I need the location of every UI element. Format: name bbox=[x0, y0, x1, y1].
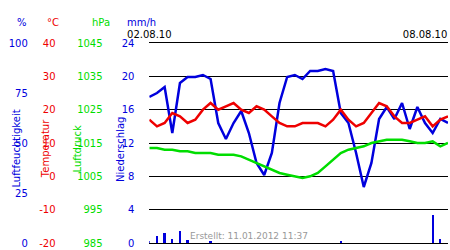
svg-text:-10: -10 bbox=[39, 204, 55, 215]
svg-text:8: 8 bbox=[128, 171, 134, 182]
svg-text:20: 20 bbox=[122, 71, 135, 82]
svg-text:1025: 1025 bbox=[77, 104, 102, 115]
svg-text:0: 0 bbox=[128, 238, 134, 249]
svg-text:100: 100 bbox=[9, 38, 28, 49]
svg-text:12: 12 bbox=[122, 138, 135, 149]
svg-text:%: % bbox=[17, 17, 27, 28]
svg-text:10: 10 bbox=[43, 138, 56, 149]
svg-text:995: 995 bbox=[83, 204, 102, 215]
svg-text:Luftdruck: Luftdruck bbox=[72, 125, 83, 172]
svg-text:°C: °C bbox=[47, 17, 59, 28]
svg-text:24: 24 bbox=[122, 38, 135, 49]
svg-text:40: 40 bbox=[43, 38, 56, 49]
svg-text:-20: -20 bbox=[39, 238, 55, 249]
svg-text:Erstellt: 11.01.2012 11:37: Erstellt: 11.01.2012 11:37 bbox=[190, 231, 308, 241]
svg-text:0: 0 bbox=[49, 171, 55, 182]
svg-text:1015: 1015 bbox=[77, 138, 102, 149]
svg-text:mm/h: mm/h bbox=[127, 17, 156, 28]
svg-text:1005: 1005 bbox=[77, 171, 102, 182]
svg-text:1035: 1035 bbox=[77, 71, 102, 82]
svg-text:02.08.10: 02.08.10 bbox=[127, 29, 172, 40]
svg-text:1045: 1045 bbox=[77, 38, 102, 49]
svg-text:Niederschlag: Niederschlag bbox=[115, 117, 126, 182]
svg-text:985: 985 bbox=[83, 238, 102, 249]
svg-text:75: 75 bbox=[15, 88, 28, 99]
svg-text:20: 20 bbox=[43, 104, 56, 115]
svg-text:Temperatur: Temperatur bbox=[40, 119, 51, 178]
svg-text:hPa: hPa bbox=[92, 17, 110, 28]
svg-text:4: 4 bbox=[128, 204, 134, 215]
svg-text:50: 50 bbox=[15, 138, 28, 149]
svg-text:08.08.10: 08.08.10 bbox=[403, 29, 448, 40]
svg-text:30: 30 bbox=[43, 71, 56, 82]
svg-text:0: 0 bbox=[21, 238, 27, 249]
svg-text:25: 25 bbox=[15, 188, 28, 199]
svg-text:Luftfeuchtigkeit: Luftfeuchtigkeit bbox=[11, 109, 22, 187]
svg-text:16: 16 bbox=[122, 104, 135, 115]
